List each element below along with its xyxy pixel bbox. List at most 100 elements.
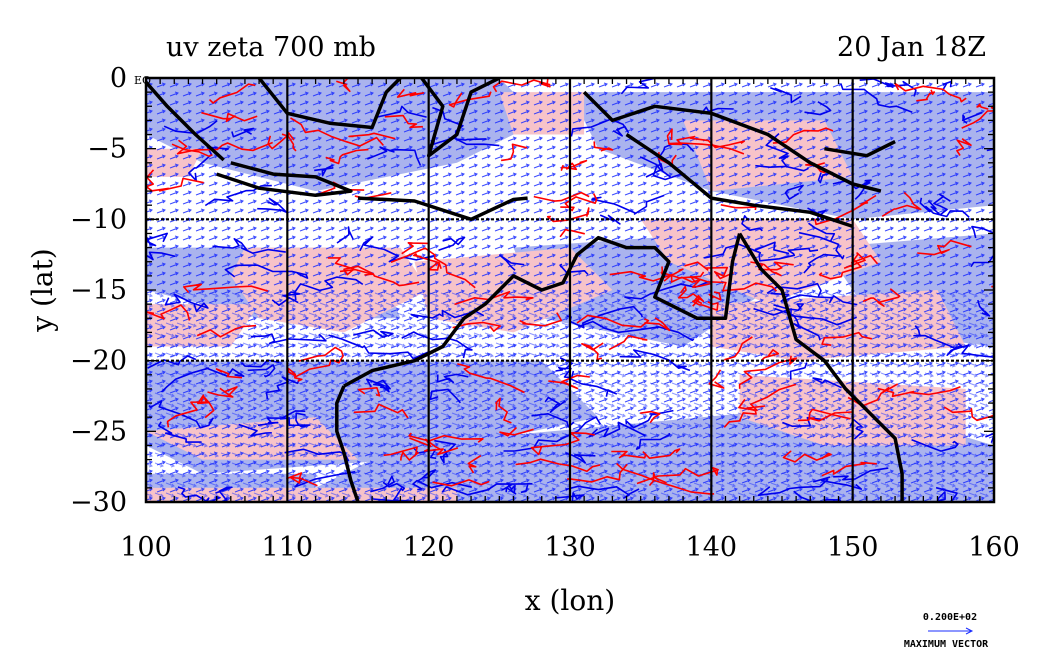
negative-contour-3 bbox=[977, 299, 991, 317]
positive-contour-70 bbox=[166, 395, 210, 428]
coastline-segment-6 bbox=[625, 133, 854, 229]
positive-contour-5 bbox=[956, 138, 972, 156]
positive-contour-94 bbox=[287, 359, 332, 382]
positive-contour-67 bbox=[207, 386, 238, 398]
positive-contour-7 bbox=[500, 143, 528, 162]
positive-contour-37 bbox=[760, 349, 780, 361]
positive-contour-101 bbox=[519, 312, 563, 327]
positive-contour-104 bbox=[894, 82, 967, 103]
negative-contour-63 bbox=[238, 423, 272, 437]
negative-contour-44 bbox=[625, 409, 674, 429]
positive-contour-105 bbox=[689, 275, 778, 292]
positive-contour-61 bbox=[448, 91, 492, 108]
x-axis-label: x (lon) bbox=[525, 584, 615, 617]
positive-contour-40 bbox=[495, 397, 512, 424]
negative-contour-68 bbox=[770, 87, 802, 104]
map-timestamp: 20 Jan 18Z bbox=[837, 32, 986, 63]
positive-contour-53 bbox=[327, 257, 375, 276]
positive-contour-71 bbox=[452, 321, 501, 332]
negative-contour-92 bbox=[438, 236, 466, 251]
y-tick-label: −20 bbox=[70, 346, 127, 377]
negative-contour-100 bbox=[570, 118, 629, 137]
positive-contour-12 bbox=[348, 132, 396, 140]
positive-contour-46 bbox=[738, 355, 798, 389]
negative-contour-55 bbox=[367, 146, 422, 166]
positive-contour-76 bbox=[290, 117, 384, 147]
positive-contour-108 bbox=[877, 385, 961, 398]
negative-contour-54 bbox=[359, 236, 435, 263]
negative-contour-10 bbox=[432, 106, 487, 141]
negative-contour-28 bbox=[401, 331, 473, 359]
negative-contour-73 bbox=[146, 251, 176, 261]
positive-contour-36 bbox=[666, 128, 745, 155]
positive-contour-13 bbox=[533, 191, 590, 202]
negative-contour-48 bbox=[231, 127, 254, 138]
negative-contour-27 bbox=[412, 479, 472, 491]
coastline-segment-9 bbox=[738, 232, 904, 502]
positive-contour-57 bbox=[530, 432, 595, 456]
y-tick-label: −15 bbox=[70, 275, 127, 306]
positive-contour-19 bbox=[797, 408, 851, 422]
vector-legend: 0.200E+02 MAXIMUM VECTOR bbox=[904, 612, 989, 650]
positive-contour-8 bbox=[201, 111, 258, 123]
axis-ticks bbox=[145, 77, 995, 503]
negative-contour-108 bbox=[336, 226, 354, 244]
coastline-segment-8 bbox=[343, 233, 742, 388]
negative-contour-23 bbox=[416, 469, 437, 482]
shaded-vorticity bbox=[146, 78, 994, 502]
positive-contour-69 bbox=[772, 127, 834, 144]
negative-contour-81 bbox=[565, 452, 596, 464]
negative-contour-75 bbox=[946, 343, 994, 358]
negative-contour-99 bbox=[911, 439, 959, 452]
positive-contour-31 bbox=[821, 461, 877, 477]
positive-contour-58 bbox=[409, 437, 442, 451]
negative-contour-51 bbox=[160, 367, 245, 393]
negative-contour-57 bbox=[620, 78, 659, 95]
negative-contour-41 bbox=[148, 400, 214, 429]
positive-contour-44 bbox=[546, 207, 590, 223]
x-tick-label: 120 bbox=[403, 532, 455, 563]
negative-contour-74 bbox=[436, 373, 469, 384]
negative-contour-29 bbox=[971, 225, 994, 244]
vector-legend-label: MAXIMUM VECTOR bbox=[904, 639, 989, 650]
negative-contour-39 bbox=[599, 214, 621, 225]
negative-contour-52 bbox=[798, 231, 845, 260]
positive-contour-98 bbox=[581, 342, 604, 361]
negative-contour-83 bbox=[927, 193, 951, 216]
negative-contour-22 bbox=[859, 78, 917, 97]
negative-contour-76 bbox=[936, 491, 946, 502]
negative-contour-116 bbox=[803, 253, 841, 274]
x-tick-label: 130 bbox=[544, 532, 596, 563]
graticule bbox=[146, 78, 994, 502]
negative-contour-58 bbox=[265, 376, 301, 400]
positive-contour-15 bbox=[383, 446, 419, 461]
positive-contour-102 bbox=[336, 78, 351, 93]
positive-contour-28 bbox=[286, 472, 318, 487]
negative-contour-61 bbox=[434, 439, 456, 464]
negative-contour-37 bbox=[703, 241, 790, 259]
negative-contour-13 bbox=[288, 412, 311, 428]
positive-contour-11 bbox=[692, 297, 719, 311]
positive-contour-90 bbox=[708, 291, 722, 301]
positive-contour-56 bbox=[677, 285, 705, 305]
positive-contour-64 bbox=[814, 194, 877, 226]
positive-contour-38 bbox=[467, 454, 482, 474]
negative-contour-59 bbox=[376, 105, 427, 118]
coastline-segment-10 bbox=[335, 385, 360, 502]
map-title: uv zeta 700 mb bbox=[166, 32, 376, 63]
negative-contour-86 bbox=[188, 146, 229, 182]
positive-contour-1 bbox=[808, 411, 853, 422]
positive-contour-92 bbox=[390, 247, 476, 289]
positive-contour-14 bbox=[862, 288, 901, 307]
y-tick-label: −25 bbox=[70, 416, 127, 447]
legend-arrow-head bbox=[965, 627, 974, 635]
negative-contour-115 bbox=[833, 467, 889, 481]
positive-contour-30 bbox=[916, 89, 936, 102]
negative-contour-111 bbox=[812, 377, 842, 389]
coastline bbox=[146, 78, 904, 502]
negative-contour-109 bbox=[499, 254, 525, 271]
positive-contour-63 bbox=[492, 79, 551, 93]
negative-contour-77 bbox=[913, 325, 958, 350]
positive-contour-83 bbox=[991, 285, 994, 288]
y-tick-label: −5 bbox=[87, 134, 127, 165]
